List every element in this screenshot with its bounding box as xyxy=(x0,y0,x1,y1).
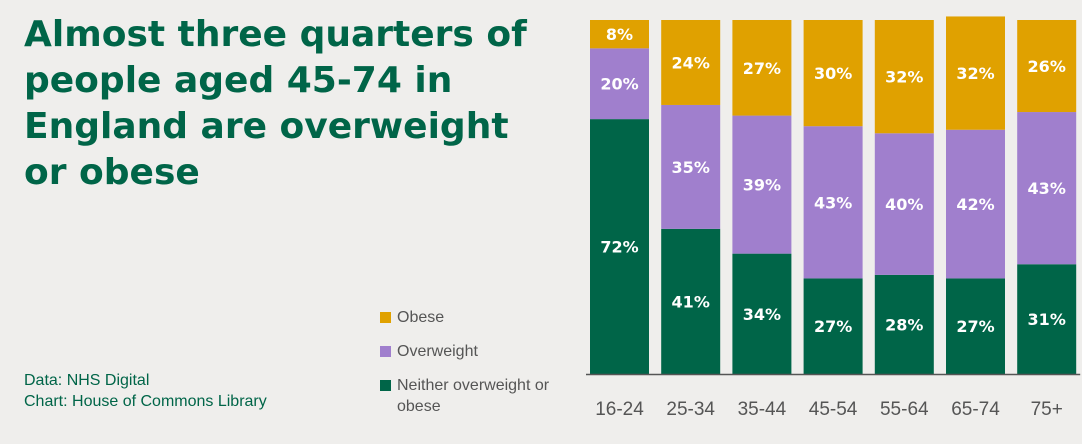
legend-label-overweight: Overweight xyxy=(397,343,478,360)
bar-segment-neither-25-34 xyxy=(661,228,721,374)
bar-segment-neither-65-74 xyxy=(946,278,1005,374)
bar-segment-overweight-25-34 xyxy=(661,104,721,229)
legend-item-overweight: Overweight xyxy=(380,341,577,362)
chart-title: Almost three quarters of people aged 45-… xyxy=(24,14,527,193)
data-label-neither-45-54: 27% xyxy=(814,317,852,336)
legend-item-obese: Obese xyxy=(380,307,577,328)
bar-segment-overweight-16-24 xyxy=(590,48,649,120)
data-label-neither-55-64: 28% xyxy=(885,315,923,334)
bar-segment-overweight-35-44 xyxy=(732,115,792,254)
bar-segment-obese-35-44 xyxy=(732,20,792,116)
chart-credit: Chart: House of Commons Library xyxy=(24,393,267,410)
data-label-neither-35-44: 34% xyxy=(743,305,781,324)
x-tick-label-16-24: 16-24 xyxy=(595,399,644,420)
legend-item-neither: Neither overweight or obese xyxy=(380,375,577,417)
data-label-obese-75+: 26% xyxy=(1028,57,1066,76)
bar-segment-neither-35-44 xyxy=(732,253,792,374)
data-label-neither-25-34: 41% xyxy=(672,292,710,311)
data-label-obese-25-34: 24% xyxy=(672,53,710,72)
x-tick-label-65-74: 65-74 xyxy=(951,399,1000,420)
data-source: Data: NHS Digital xyxy=(24,372,150,389)
data-label-obese-35-44: 27% xyxy=(743,59,781,78)
data-label-neither-16-24: 72% xyxy=(600,238,638,257)
data-label-obese-65-74: 32% xyxy=(956,64,994,83)
x-tick-label-25-34: 25-34 xyxy=(666,399,715,420)
data-label-overweight-75+: 43% xyxy=(1028,179,1066,198)
bar-segment-overweight-45-54 xyxy=(803,126,863,279)
data-label-neither-65-74: 27% xyxy=(956,317,994,336)
legend-label-neither: Neither overweight or obese xyxy=(397,377,550,415)
data-label-overweight-35-44: 39% xyxy=(743,176,781,195)
bar-segment-neither-55-64 xyxy=(874,274,934,374)
data-label-overweight-65-74: 42% xyxy=(956,195,994,214)
bar-segment-obese-65-74 xyxy=(946,16,1005,130)
bar-segment-neither-16-24 xyxy=(590,119,649,375)
bar-segment-obese-55-64 xyxy=(874,20,934,134)
legend-label-obese: Obese xyxy=(397,309,445,326)
data-label-obese-45-54: 30% xyxy=(814,64,852,83)
bar-segment-overweight-55-64 xyxy=(874,133,934,275)
x-tick-label-55-64: 55-64 xyxy=(880,399,929,420)
bar-segment-obese-45-54 xyxy=(803,20,863,127)
data-label-obese-55-64: 32% xyxy=(885,68,923,87)
data-label-overweight-25-34: 35% xyxy=(672,158,710,177)
data-label-obese-16-24: 8% xyxy=(606,25,633,44)
legend-swatch-neither xyxy=(380,380,391,391)
x-tick-label-75+: 75+ xyxy=(1031,399,1063,420)
bar-segment-overweight-65-74 xyxy=(946,129,1005,279)
bar-segment-neither-45-54 xyxy=(803,278,863,374)
source-note: Data: NHS Digital Chart: House of Common… xyxy=(24,370,267,412)
x-tick-label-45-54: 45-54 xyxy=(809,399,858,420)
data-label-neither-75+: 31% xyxy=(1028,310,1066,329)
bar-segment-overweight-75+ xyxy=(1017,112,1077,265)
bar-segment-obese-16-24 xyxy=(590,20,649,49)
bar-segment-neither-75+ xyxy=(1017,264,1077,374)
x-tick-label-35-44: 35-44 xyxy=(738,399,787,420)
data-label-overweight-55-64: 40% xyxy=(885,195,923,214)
bar-segment-obese-25-34 xyxy=(661,20,721,105)
legend-swatch-obese xyxy=(380,312,391,323)
legend-swatch-overweight xyxy=(380,346,391,357)
bar-segment-obese-75+ xyxy=(1017,20,1077,113)
data-label-overweight-45-54: 43% xyxy=(814,193,852,212)
data-label-overweight-16-24: 20% xyxy=(600,75,638,94)
